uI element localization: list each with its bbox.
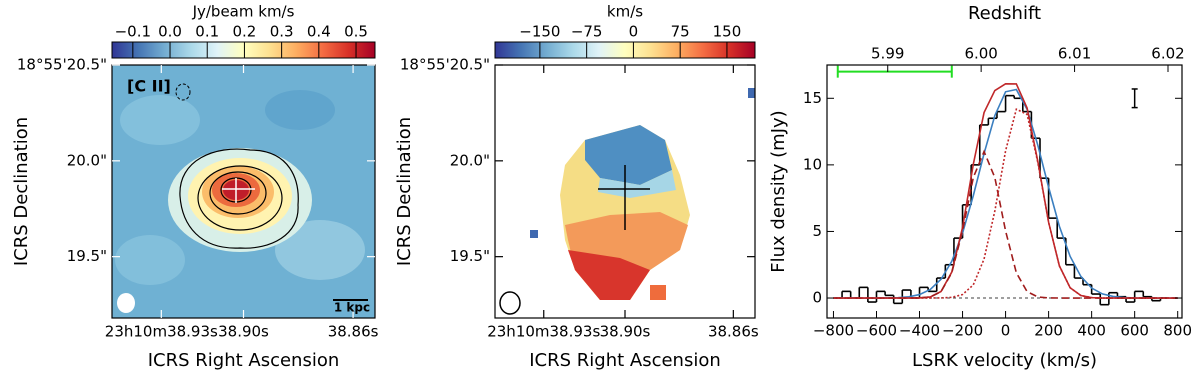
x2-tick-label: 6.01 bbox=[1058, 45, 1091, 63]
colorbar-label: Jy/beam km/s bbox=[192, 3, 295, 21]
colorbar-tick-label: −0.1 bbox=[115, 23, 151, 41]
y-tick-label: 19.5" bbox=[450, 247, 490, 265]
x-tick-label: 400 bbox=[1077, 322, 1106, 340]
x-tick-label: 38.90s bbox=[600, 323, 651, 341]
y-tick-label: 19.5" bbox=[67, 247, 107, 265]
colorbar-tick-label: 0.1 bbox=[195, 23, 219, 41]
colorbar bbox=[111, 41, 376, 59]
colorbar-tick-label: 150 bbox=[713, 23, 742, 41]
x-tick-label: −600 bbox=[856, 322, 897, 340]
colorbar-tick-label: 0 bbox=[629, 23, 639, 41]
annotation: 1 kpc bbox=[334, 301, 370, 315]
model-line bbox=[833, 108, 1178, 299]
colorbar-tick-label: −150 bbox=[519, 23, 560, 41]
x-axis-label: ICRS Right Ascension bbox=[148, 350, 340, 371]
x-axis-label: ICRS Right Ascension bbox=[529, 350, 721, 371]
x2-tick-label: 6.00 bbox=[964, 45, 997, 63]
x2-tick-label: 6.02 bbox=[1151, 45, 1184, 63]
x2-axis-label: Redshift bbox=[968, 3, 1041, 24]
annotation: [C II] bbox=[127, 77, 171, 96]
x-tick-label: 0 bbox=[1001, 322, 1011, 340]
x-tick-label: 38.90s bbox=[218, 323, 269, 341]
y-tick-label: 10 bbox=[803, 155, 822, 173]
x-tick-label: −200 bbox=[942, 322, 983, 340]
colorbar-tick-label: 0.5 bbox=[344, 23, 368, 41]
y-tick-label: 15 bbox=[803, 89, 822, 107]
intensity-map bbox=[112, 65, 375, 318]
colorbar-tick-label: 0.3 bbox=[270, 23, 294, 41]
x-tick-label: −400 bbox=[899, 322, 940, 340]
x-tick-label: 600 bbox=[1120, 322, 1149, 340]
colorbar-label: km/s bbox=[607, 3, 643, 21]
x-tick-label: 800 bbox=[1163, 322, 1192, 340]
y-axis-label: ICRS Declination bbox=[394, 117, 415, 266]
x2-tick-label: 5.99 bbox=[871, 45, 904, 63]
x-tick-label: 23h10m38.93s bbox=[105, 323, 218, 341]
colorbar-tick-label: 0.0 bbox=[158, 23, 182, 41]
velocity-map bbox=[495, 65, 755, 318]
y-tick-label: 20.0" bbox=[450, 151, 490, 169]
x-tick-label: 38.86s bbox=[328, 323, 379, 341]
colorbar-tick-label: 0.4 bbox=[307, 23, 331, 41]
y-axis-label: Flux density (mJy) bbox=[768, 110, 789, 272]
colorbar bbox=[494, 41, 756, 59]
x-tick-label: 38.86s bbox=[708, 323, 759, 341]
x-tick-label: 200 bbox=[1034, 322, 1063, 340]
plot-frame bbox=[826, 64, 1183, 319]
y-axis-label: ICRS Declination bbox=[11, 117, 32, 266]
y-tick-label: 20.0" bbox=[67, 151, 107, 169]
colorbar-tick-label: −75 bbox=[571, 23, 603, 41]
y-tick-label: 18°55'20.5" bbox=[400, 56, 490, 74]
y-tick-label: 5 bbox=[812, 222, 822, 240]
x-tick-label: 23h10m38.93s bbox=[487, 323, 600, 341]
model-line bbox=[833, 149, 1178, 299]
y-tick-label: 0 bbox=[812, 289, 822, 307]
x-axis-label: LSRK velocity (km/s) bbox=[912, 350, 1097, 371]
y-tick-label: 18°55'20.5" bbox=[17, 56, 107, 74]
colorbar-tick-label: 75 bbox=[671, 23, 690, 41]
model-line bbox=[833, 82, 1178, 299]
x-tick-label: −800 bbox=[813, 322, 854, 340]
model-line bbox=[833, 88, 1178, 299]
colorbar-tick-label: 0.2 bbox=[233, 23, 257, 41]
